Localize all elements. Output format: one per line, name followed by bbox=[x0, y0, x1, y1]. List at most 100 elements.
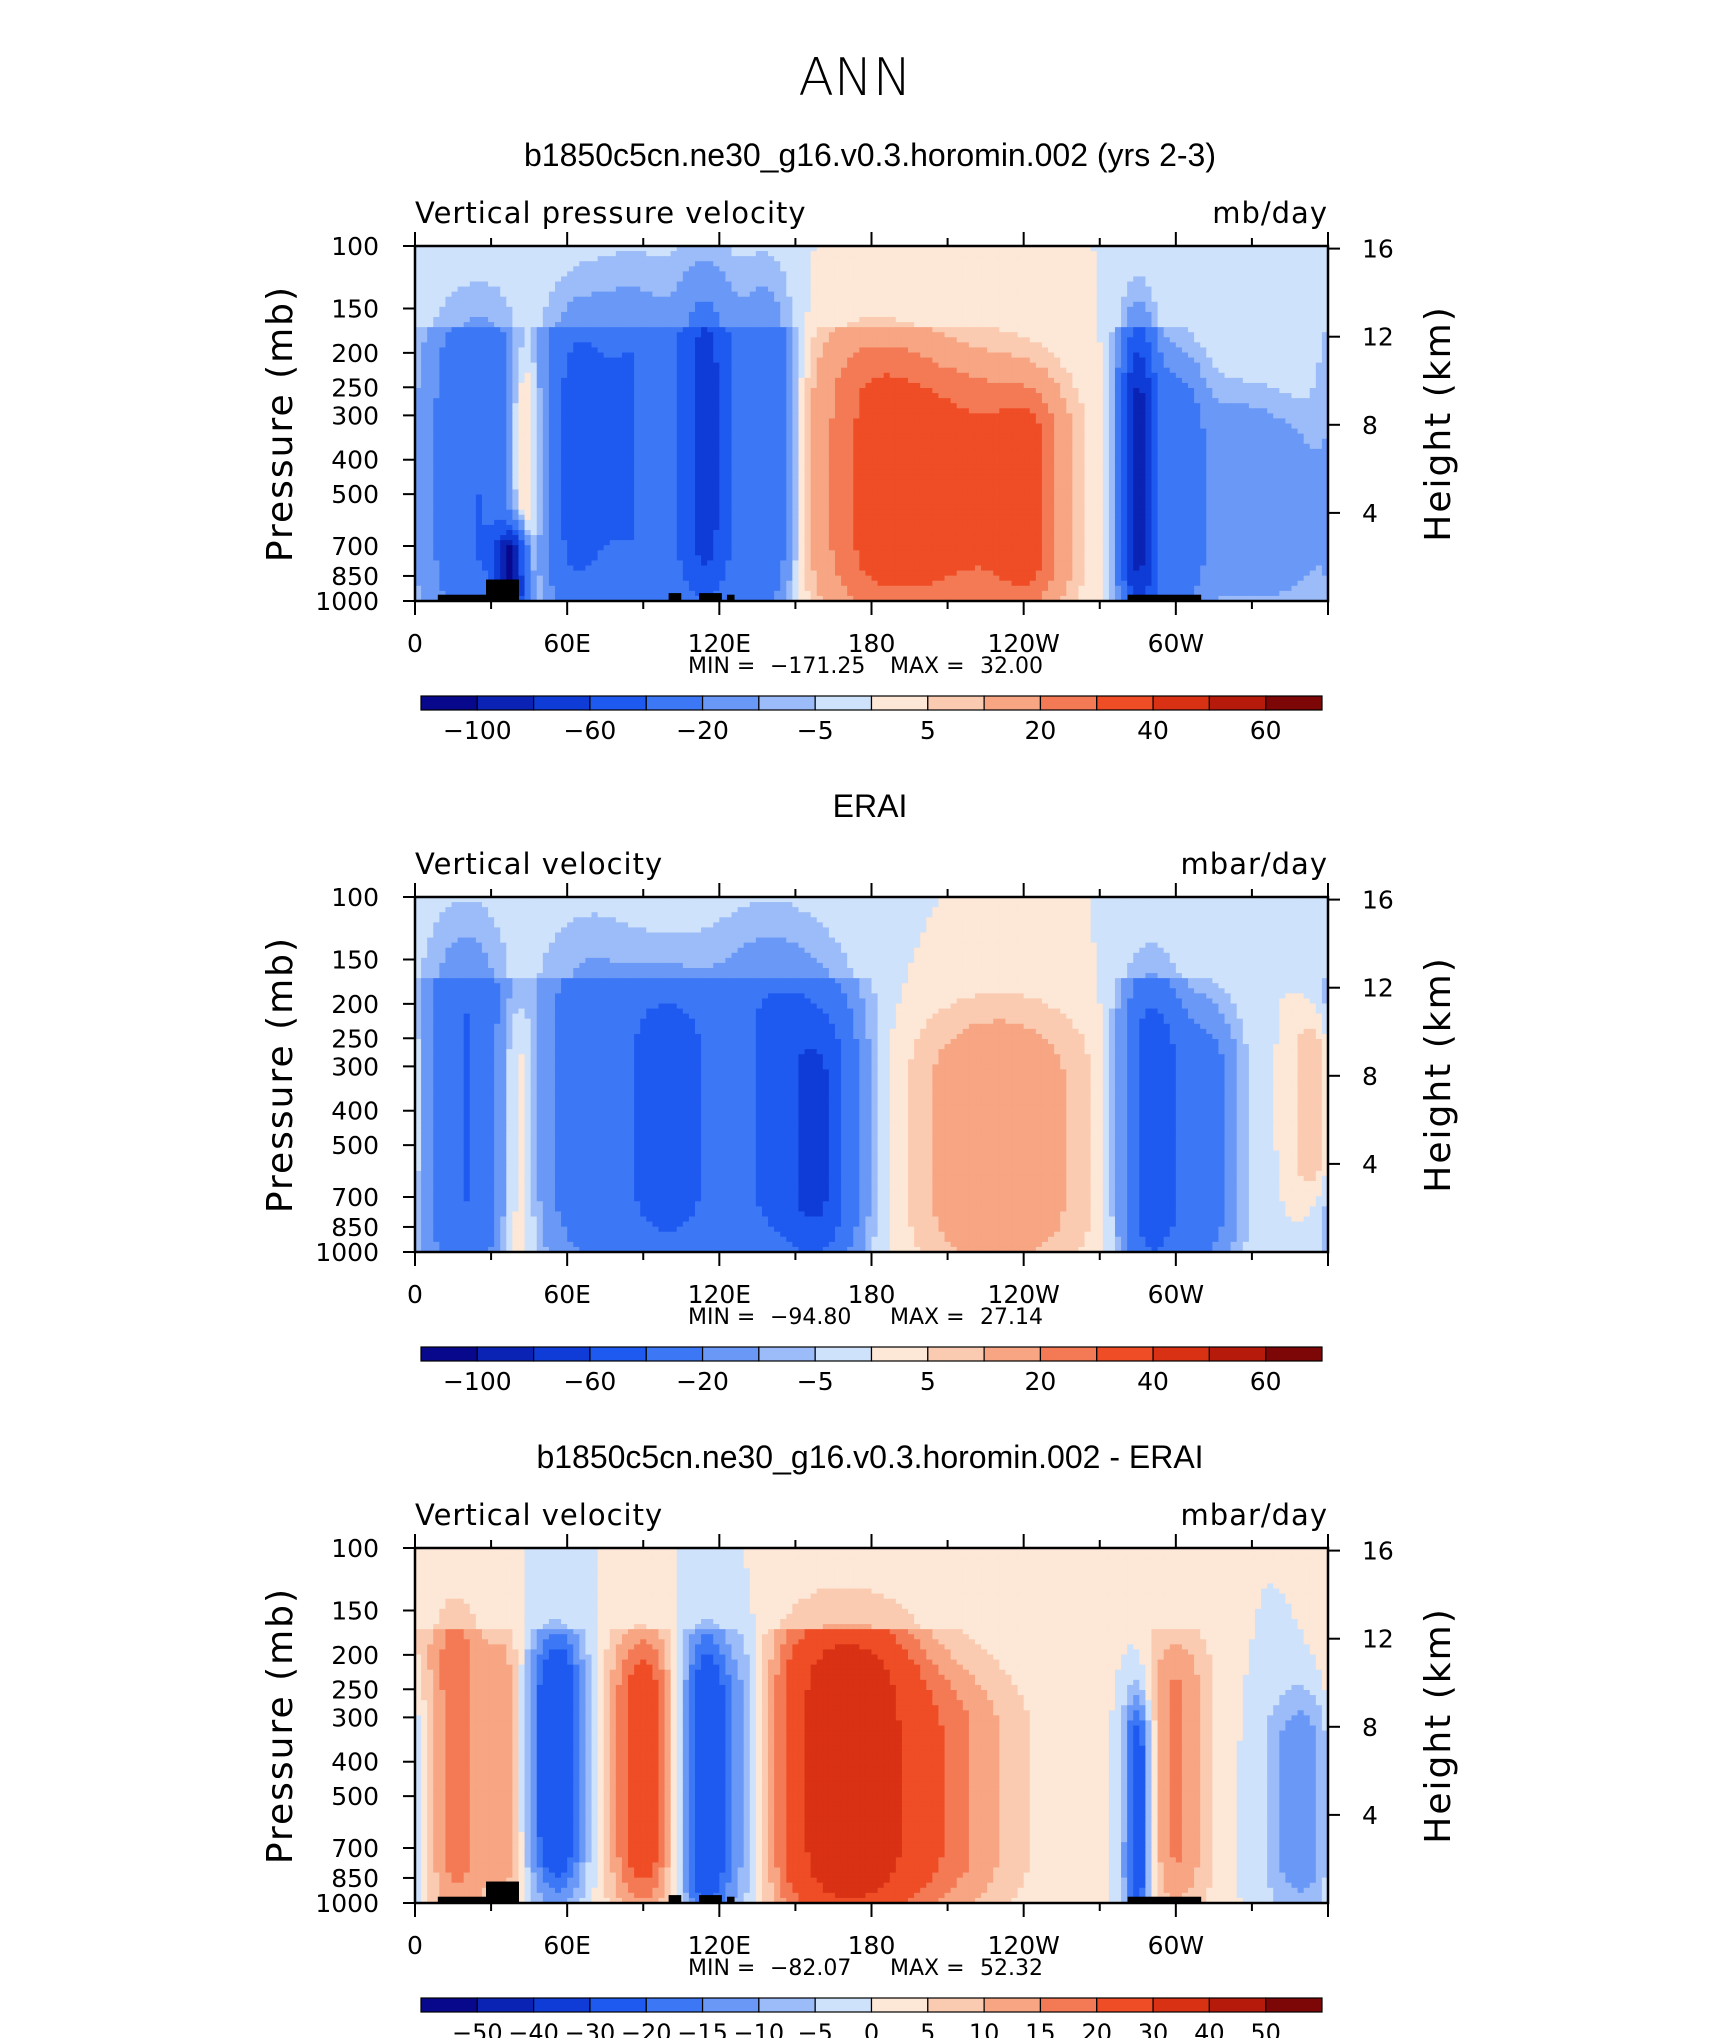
contour-cell bbox=[1188, 332, 1195, 338]
contour-cell bbox=[670, 393, 678, 399]
contour-cell bbox=[561, 286, 568, 293]
contour-cell bbox=[828, 261, 836, 267]
contour-cell bbox=[828, 256, 836, 262]
contour-cell bbox=[512, 367, 520, 374]
contour-cell bbox=[573, 251, 580, 257]
contour-cell bbox=[1206, 388, 1213, 394]
contour-cell bbox=[1127, 388, 1134, 394]
contour-cell bbox=[847, 388, 854, 394]
contour-cell bbox=[847, 398, 854, 404]
contour-cell bbox=[628, 403, 635, 409]
contour-cell bbox=[548, 246, 556, 252]
contour-cell bbox=[774, 281, 781, 288]
contour-cell bbox=[1102, 281, 1110, 288]
contour-cell bbox=[1218, 327, 1226, 333]
contour-cell bbox=[1121, 276, 1128, 283]
contour-cell bbox=[573, 337, 580, 343]
contour-cell bbox=[743, 403, 751, 409]
contour-cell bbox=[1041, 296, 1049, 303]
contour-cell bbox=[780, 276, 787, 283]
contour-cell bbox=[579, 276, 587, 283]
contour-cell bbox=[469, 342, 477, 349]
contour-cell bbox=[1297, 377, 1305, 384]
contour-cell bbox=[768, 398, 775, 404]
contour-cell bbox=[798, 388, 806, 394]
contour-cell bbox=[883, 398, 891, 404]
contour-cell bbox=[1121, 306, 1128, 313]
contour-cell bbox=[415, 266, 422, 272]
contour-cell bbox=[981, 382, 988, 389]
contour-cell bbox=[676, 327, 684, 333]
contour-cell bbox=[488, 372, 495, 379]
contour-cell bbox=[518, 347, 526, 354]
contour-cell bbox=[682, 286, 690, 293]
contour-cell bbox=[956, 393, 964, 399]
contour-cell bbox=[652, 352, 660, 359]
contour-cell bbox=[786, 301, 793, 308]
contour-cell bbox=[901, 271, 909, 278]
contour-cell bbox=[1273, 306, 1280, 313]
contour-cell bbox=[962, 266, 970, 272]
contour-cell bbox=[548, 357, 556, 364]
contour-cell bbox=[1011, 276, 1019, 283]
contour-cell bbox=[500, 256, 507, 262]
contour-cell bbox=[1188, 286, 1195, 293]
contour-cell bbox=[701, 261, 708, 267]
contour-cell bbox=[1048, 362, 1055, 369]
contour-cell bbox=[707, 291, 714, 298]
contour-cell bbox=[962, 322, 970, 328]
contour-cell bbox=[993, 306, 1000, 313]
contour-cell bbox=[1048, 266, 1055, 272]
contour-cell bbox=[451, 377, 459, 384]
contour-cell bbox=[780, 377, 787, 384]
contour-cell bbox=[573, 296, 580, 303]
contour-cell bbox=[1090, 367, 1098, 374]
contour-cell bbox=[1017, 291, 1025, 298]
contour-cell bbox=[518, 291, 526, 298]
contour-cell bbox=[457, 337, 465, 343]
contour-cell bbox=[628, 382, 635, 389]
contour-cell bbox=[542, 393, 550, 399]
contour-cell bbox=[859, 398, 867, 404]
contour-cell bbox=[1297, 251, 1305, 257]
contour-cell bbox=[981, 377, 988, 384]
contour-cell bbox=[1200, 347, 1207, 354]
contour-cell bbox=[603, 332, 611, 338]
contour-cell bbox=[713, 286, 720, 293]
contour-cell bbox=[688, 347, 696, 354]
contour-cell bbox=[865, 403, 873, 409]
contour-cell bbox=[926, 382, 933, 389]
contour-cell bbox=[1072, 276, 1080, 283]
contour-cell bbox=[1169, 382, 1177, 389]
contour-cell bbox=[1102, 317, 1110, 323]
contour-cell bbox=[548, 261, 556, 267]
contour-cell bbox=[1163, 317, 1171, 323]
contour-cell bbox=[518, 322, 526, 328]
contour-cell bbox=[439, 403, 447, 409]
contour-cell bbox=[828, 408, 836, 414]
contour-cell bbox=[859, 393, 867, 399]
contour-cell bbox=[999, 317, 1007, 323]
contour-cell bbox=[987, 337, 994, 343]
contour-cell bbox=[920, 398, 927, 404]
contour-cell bbox=[597, 251, 605, 257]
contour-cell bbox=[481, 337, 489, 343]
contour-cell bbox=[774, 261, 781, 267]
contour-cell bbox=[646, 408, 653, 414]
contour-cell bbox=[1285, 403, 1293, 409]
contour-cell bbox=[1297, 352, 1305, 359]
contour-cell bbox=[1133, 327, 1140, 333]
contour-cell bbox=[682, 382, 690, 389]
contour-cell bbox=[743, 393, 751, 399]
contour-cell bbox=[1023, 246, 1031, 252]
contour-cell bbox=[451, 322, 459, 328]
contour-cell bbox=[597, 286, 605, 293]
contour-cell bbox=[536, 246, 544, 252]
contour-cell bbox=[749, 251, 757, 257]
contour-cell bbox=[1181, 306, 1189, 313]
contour-cell bbox=[1066, 301, 1073, 308]
contour-cell bbox=[1035, 367, 1043, 374]
contour-cell bbox=[1224, 271, 1232, 278]
contour-cell bbox=[920, 347, 927, 354]
contour-cell bbox=[1096, 332, 1104, 338]
